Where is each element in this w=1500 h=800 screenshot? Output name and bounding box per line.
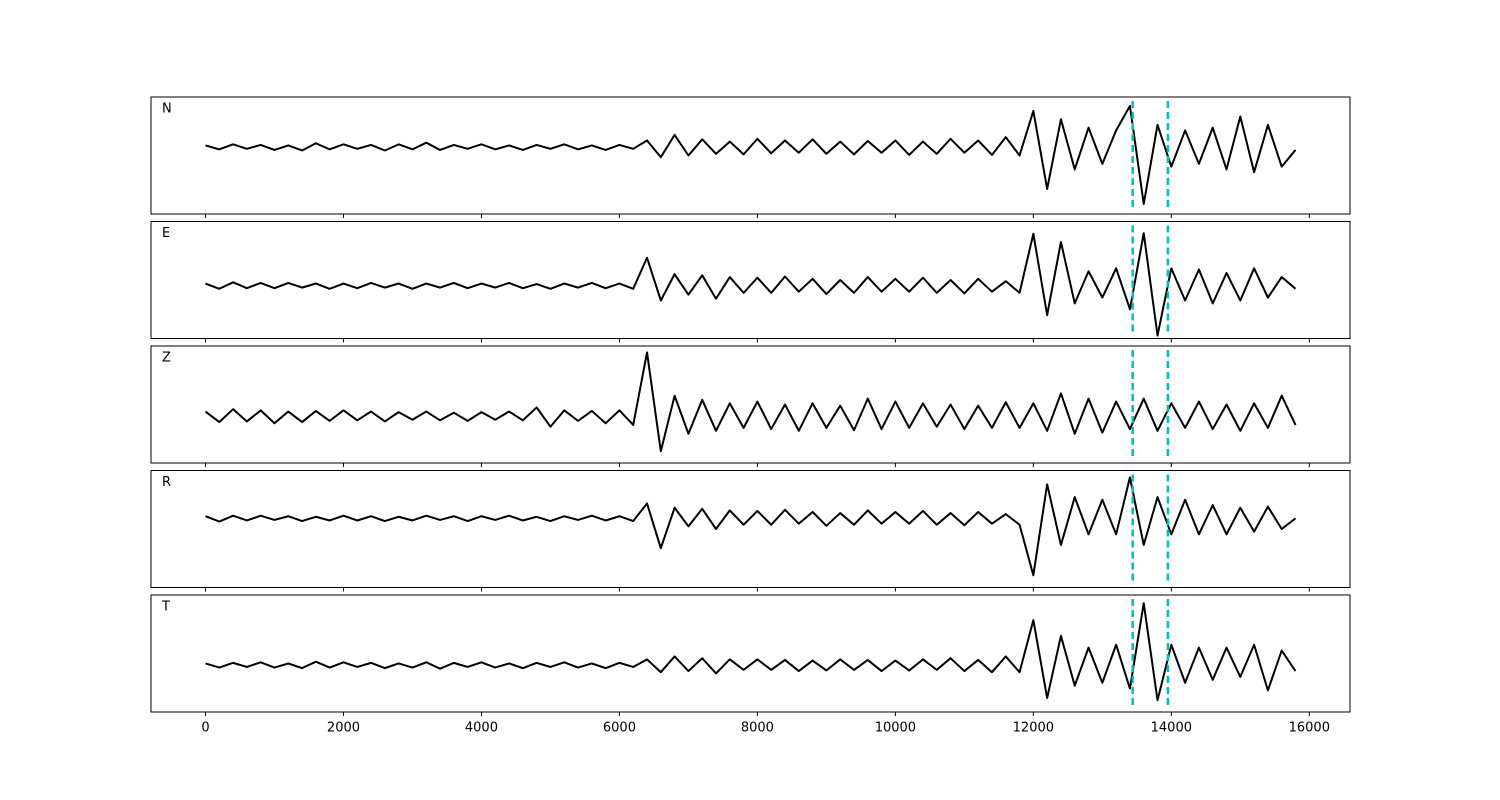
panel-label: T (161, 600, 170, 615)
x-tick-label: 16000 (1289, 721, 1330, 736)
panel-label: R (162, 475, 171, 490)
panel-label: N (162, 102, 172, 117)
panel (151, 470, 1350, 588)
trace (205, 232, 1297, 337)
x-tick-label: 10000 (875, 721, 916, 736)
trace (205, 476, 1297, 577)
panel-label: Z (162, 351, 171, 366)
trace (205, 602, 1297, 702)
panel-label: E (162, 226, 170, 241)
x-tick-label: 0 (201, 721, 209, 736)
panel-frame (150, 594, 1351, 713)
panel-frame (150, 96, 1351, 215)
x-tick-label: 8000 (741, 721, 774, 736)
trace (204, 351, 1297, 453)
panel-frame (150, 345, 1351, 464)
panel-frame (150, 470, 1351, 588)
x-tick-label: 6000 (603, 721, 636, 736)
x-tick-label: 12000 (1013, 721, 1054, 736)
panel (151, 221, 1350, 339)
panel (151, 97, 1350, 214)
trace (205, 104, 1297, 205)
x-tick-label: 2000 (327, 721, 360, 736)
x-tick-label: 4000 (465, 721, 498, 736)
x-tick-label: 14000 (1151, 721, 1192, 736)
panel (151, 346, 1350, 463)
panel-frame (150, 221, 1351, 339)
